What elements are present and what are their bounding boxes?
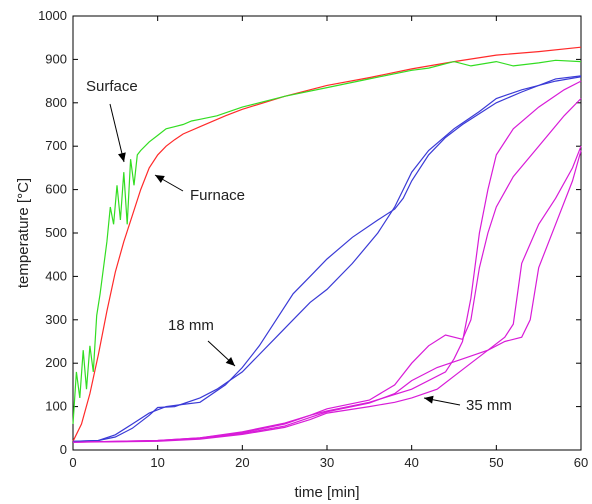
x-tick-label: 50 [489, 455, 503, 470]
y-axis: 0 100 200 300 400 500 600 700 800 900 1000 [38, 8, 581, 457]
y-tick-label: 500 [45, 225, 67, 240]
x-tick-label: 10 [150, 455, 164, 470]
series-line-35-mm-d [72, 150, 582, 443]
x-tick-label: 20 [235, 455, 249, 470]
annotation-arrowhead [424, 395, 434, 404]
annotation-label: 35 mm [466, 397, 512, 414]
annotations: Surface Furnace 18 mm 35 mm [86, 78, 512, 414]
y-tick-label: 600 [45, 182, 67, 197]
series-line-surface [72, 59, 582, 425]
annotation-label: Surface [86, 78, 138, 95]
annotation-label: 18 mm [168, 317, 214, 334]
series-line-furnace [72, 46, 582, 442]
x-tick-label: 40 [404, 455, 418, 470]
y-tick-label: 400 [45, 268, 67, 283]
x-tick-label: 30 [320, 455, 334, 470]
series-layer [72, 46, 582, 443]
y-tick-label: 700 [45, 138, 67, 153]
annotation-arrowhead [155, 175, 165, 183]
annotation-label: Furnace [190, 187, 245, 204]
series-line-18-mm-b [72, 75, 582, 442]
y-tick-label: 100 [45, 399, 67, 414]
y-tick-label: 200 [45, 355, 67, 370]
x-axis: 0 10 20 30 40 50 60 [69, 16, 588, 470]
x-tick-label: 0 [69, 455, 76, 470]
y-tick-label: 800 [45, 95, 67, 110]
annotation-arrowhead [117, 152, 126, 162]
x-tick-label: 60 [574, 455, 588, 470]
series-line-35-mm-a [72, 80, 582, 443]
annotation-arrowhead [225, 356, 235, 366]
y-tick-label: 0 [60, 442, 67, 457]
series-line-35-mm-c [72, 145, 582, 443]
x-axis-label: time [min] [294, 484, 359, 501]
y-tick-label: 900 [45, 51, 67, 66]
series-line-35-mm-b [72, 98, 582, 443]
y-tick-label: 1000 [38, 8, 67, 23]
y-axis-label: temperature [°C] [15, 178, 32, 288]
y-tick-label: 300 [45, 312, 67, 327]
annotation-arrow-shaft [109, 103, 125, 163]
plot-area [72, 15, 582, 451]
